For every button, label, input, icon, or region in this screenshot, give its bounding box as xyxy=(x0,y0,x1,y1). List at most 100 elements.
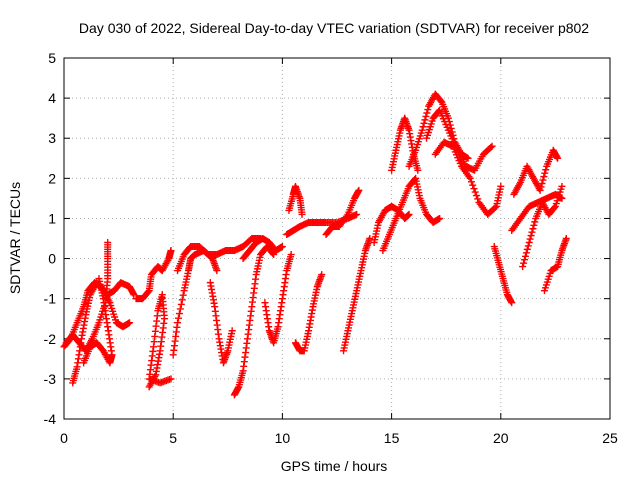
series-arc-l xyxy=(261,251,295,347)
y-tick-label: 3 xyxy=(48,130,56,146)
data-point xyxy=(278,243,286,251)
series-arc-aa xyxy=(519,182,566,271)
data-point xyxy=(471,188,479,196)
data-point xyxy=(167,247,175,255)
data-point xyxy=(213,267,221,275)
data-point xyxy=(422,112,430,120)
x-tick-label: 0 xyxy=(60,430,68,446)
data-point xyxy=(175,310,183,318)
data-point xyxy=(175,314,183,322)
x-axis-label: GPS time / hours xyxy=(281,458,388,474)
data-point xyxy=(554,154,562,162)
data-point xyxy=(414,166,422,174)
series-arc-j xyxy=(230,243,278,399)
data-point xyxy=(466,174,474,182)
y-tick-label: 4 xyxy=(48,90,56,106)
data-point xyxy=(520,259,528,267)
data-point xyxy=(558,182,566,190)
data-point xyxy=(298,210,306,218)
data-point xyxy=(521,252,529,260)
x-tick-label: 20 xyxy=(493,430,509,446)
data-point xyxy=(353,210,361,218)
data-point xyxy=(541,169,549,177)
series-arc-n xyxy=(285,182,306,218)
data-point xyxy=(174,319,182,327)
series-arc-o xyxy=(292,271,326,355)
x-tick-label: 15 xyxy=(384,430,400,446)
data-point xyxy=(521,256,529,264)
data-point xyxy=(536,186,544,194)
y-axis-label: SDTVAR / TECUs xyxy=(7,182,23,294)
data-point xyxy=(436,214,444,222)
data-point xyxy=(177,300,185,308)
x-tick-label: 10 xyxy=(275,430,291,446)
data-point xyxy=(270,251,278,259)
data-point xyxy=(550,204,558,212)
data-point xyxy=(474,195,482,203)
data-point xyxy=(538,179,546,187)
data-point xyxy=(469,181,477,189)
data-point xyxy=(104,239,112,247)
data-point xyxy=(470,185,478,193)
data-point xyxy=(421,116,429,124)
data-point xyxy=(537,183,545,191)
x-tick-label: 5 xyxy=(169,430,177,446)
series-arc-k xyxy=(239,235,286,263)
data-point xyxy=(176,305,184,313)
y-tick-label: 2 xyxy=(48,170,56,186)
data-point xyxy=(167,375,175,383)
plot-frame xyxy=(63,57,611,420)
data-point xyxy=(562,235,570,242)
data-point xyxy=(424,106,432,114)
data-point xyxy=(228,327,236,335)
series-arc-c xyxy=(69,279,134,387)
data-point xyxy=(405,210,413,218)
y-tick-label: 0 xyxy=(48,251,56,267)
data-point xyxy=(464,154,472,162)
x-tick-label: 25 xyxy=(602,430,618,446)
data-point xyxy=(540,173,548,181)
data-point xyxy=(531,218,539,226)
chart-title: Day 030 of 2022, Sidereal Day-to-day VTE… xyxy=(79,20,589,36)
series-arc-f xyxy=(145,291,175,391)
data-point xyxy=(526,235,534,243)
y-tick-label: -2 xyxy=(44,331,57,347)
data-point xyxy=(527,232,535,240)
data-point xyxy=(423,109,431,117)
series-arc-d xyxy=(80,275,116,367)
data-point xyxy=(523,245,531,253)
data-point xyxy=(497,182,505,190)
data-point xyxy=(487,143,495,151)
series-arc-h xyxy=(174,235,265,275)
data-point xyxy=(419,123,427,131)
series-arc-e xyxy=(132,247,175,303)
data-point xyxy=(528,228,536,236)
data-point xyxy=(542,166,550,174)
y-tick-label: -1 xyxy=(44,291,57,307)
data-point xyxy=(318,271,326,279)
data-point xyxy=(519,263,527,271)
data-point xyxy=(355,186,363,194)
data-point xyxy=(472,192,480,200)
axis-ticks: 0 5 10 15 20 25 -4 -3 -2 -1 0 1 2 3 4 5 xyxy=(44,50,618,446)
data-point xyxy=(366,235,374,242)
series-arc-x xyxy=(490,243,516,307)
y-tick-label: 5 xyxy=(48,50,56,66)
data-point xyxy=(287,251,295,259)
data-point xyxy=(488,142,496,150)
data-point xyxy=(508,299,516,307)
series-arc-ab xyxy=(540,235,570,295)
series-arc-y xyxy=(510,146,562,198)
y-tick-label: -4 xyxy=(44,411,57,427)
data-point xyxy=(525,239,533,247)
data-point xyxy=(418,126,426,134)
data-point xyxy=(178,296,186,304)
series-arc-q xyxy=(340,235,374,355)
data-point xyxy=(467,178,475,186)
data-point xyxy=(179,291,187,299)
series-arc-i xyxy=(206,279,236,367)
y-tick-label: -3 xyxy=(44,371,57,387)
series-arc-s xyxy=(379,174,444,255)
data-point xyxy=(420,119,428,127)
